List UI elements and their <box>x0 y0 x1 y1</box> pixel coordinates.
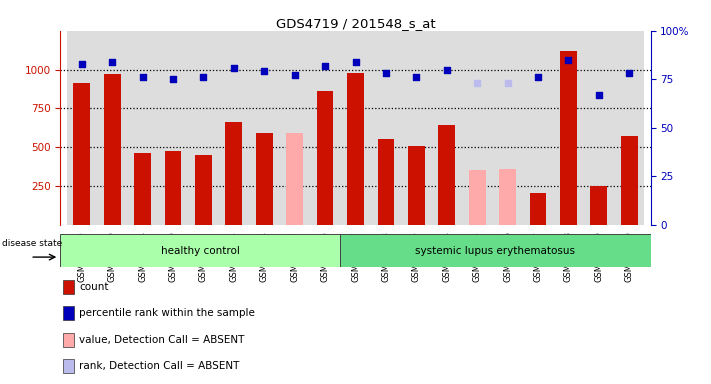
Bar <box>614 31 644 225</box>
Bar <box>370 31 401 225</box>
Point <box>259 68 270 74</box>
Text: count: count <box>80 282 109 292</box>
Bar <box>469 170 486 225</box>
Text: percentile rank within the sample: percentile rank within the sample <box>80 308 255 318</box>
Text: disease state: disease state <box>2 239 63 248</box>
Bar <box>195 155 212 225</box>
Point <box>411 74 422 80</box>
Bar <box>104 74 120 225</box>
Point <box>319 63 331 69</box>
Point <box>502 80 513 86</box>
Point <box>137 74 149 80</box>
Bar <box>462 31 493 225</box>
Point <box>380 70 392 76</box>
Bar <box>401 31 432 225</box>
Point <box>533 74 544 80</box>
Bar <box>560 51 577 225</box>
Bar <box>499 169 516 225</box>
Bar <box>63 359 74 373</box>
Point <box>167 76 178 82</box>
Text: systemic lupus erythematosus: systemic lupus erythematosus <box>415 245 575 256</box>
Bar <box>279 31 310 225</box>
Bar <box>523 31 553 225</box>
Point <box>228 65 240 71</box>
Bar <box>63 306 74 320</box>
Point <box>76 61 87 67</box>
Bar <box>493 31 523 225</box>
Bar <box>378 139 395 225</box>
Bar <box>60 234 340 267</box>
Bar <box>316 91 333 225</box>
Bar <box>67 31 97 225</box>
Bar <box>97 31 127 225</box>
Point <box>350 59 361 65</box>
Point <box>198 74 209 80</box>
Point <box>107 59 118 65</box>
Bar <box>249 31 279 225</box>
Bar <box>340 234 651 267</box>
Bar <box>158 31 188 225</box>
Bar <box>165 151 181 225</box>
Bar <box>432 31 462 225</box>
Point <box>289 72 300 78</box>
Bar <box>127 31 158 225</box>
Bar <box>591 186 607 225</box>
Bar <box>287 133 303 225</box>
Point <box>471 80 483 86</box>
Bar <box>73 83 90 225</box>
Point <box>441 66 452 73</box>
Title: GDS4719 / 201548_s_at: GDS4719 / 201548_s_at <box>276 17 435 30</box>
Bar <box>347 73 364 225</box>
Bar <box>584 31 614 225</box>
Bar <box>439 125 455 225</box>
Point <box>624 70 635 76</box>
Bar <box>188 31 218 225</box>
Bar <box>310 31 341 225</box>
Bar <box>408 146 424 225</box>
Bar <box>553 31 584 225</box>
Bar <box>225 122 242 225</box>
Bar <box>63 333 74 347</box>
Bar <box>134 153 151 225</box>
Text: value, Detection Call = ABSENT: value, Detection Call = ABSENT <box>80 335 245 345</box>
Bar <box>621 136 638 225</box>
Text: healthy control: healthy control <box>161 245 240 256</box>
Point <box>593 92 604 98</box>
Bar <box>341 31 370 225</box>
Text: rank, Detection Call = ABSENT: rank, Detection Call = ABSENT <box>80 361 240 371</box>
Bar <box>256 133 272 225</box>
Bar <box>218 31 249 225</box>
Bar <box>63 280 74 294</box>
Point <box>562 57 574 63</box>
Bar <box>530 193 546 225</box>
